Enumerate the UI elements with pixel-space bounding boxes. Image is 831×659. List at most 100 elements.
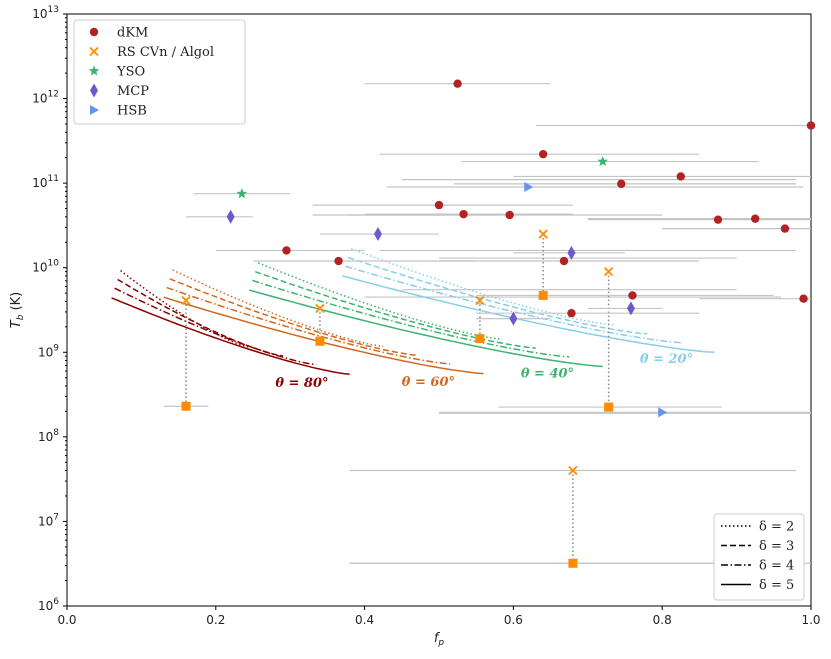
legend-marker-x [89,46,99,57]
point-diamond [567,245,576,260]
theta-label: θ = 20° [640,352,693,367]
theta-curve-delta-5 [249,289,603,368]
line-style-legend-box [713,513,805,601]
derived-square-point [568,558,578,568]
y-tick-exp: 11 [48,174,59,184]
theta-curve-delta-5 [342,275,715,354]
y-tick-label: 1010 [32,259,59,275]
y-tick-base: 10 [32,7,47,21]
x-tick-label: 0.4 [355,613,374,627]
theta-curve-delta-5 [163,296,484,375]
plot-frame [66,13,812,607]
point-x [315,303,325,314]
theta-curve-delta-3 [169,278,417,356]
theta-curve-delta-3 [254,270,536,349]
y-tick-exp: 10 [48,259,60,269]
theta-label: θ = 60° [402,375,455,390]
y-tick-base: 10 [38,514,53,528]
point-x [603,266,614,277]
point-circle [559,256,569,266]
y-tick-exp: 7 [53,512,59,522]
legend-label: δ = 2 [759,520,794,535]
point-x [181,295,191,306]
derived-square-point [604,402,614,412]
y-axis-label-sub: b [16,314,26,320]
y-axis-label: Tb (K) [9,292,26,328]
x-axis-label-main: f [434,631,441,646]
y-tick-label: 108 [38,428,59,444]
x-tick-label: 0.0 [57,613,76,627]
point-circle [505,210,514,220]
y-tick-base: 10 [32,176,47,190]
legend-label: YSO [116,65,145,80]
point-x [568,465,578,476]
x-tick-label: 0.6 [504,613,523,627]
x-axis-label: fp [434,631,445,648]
point-diamond [226,209,235,224]
y-tick-exp: 6 [53,597,59,607]
x-tick-label: 1.0 [801,613,820,627]
y-tick-exp: 13 [48,5,59,15]
y-tick-exp: 9 [53,343,59,353]
point-diamond [373,227,382,242]
theta-delta-curves [111,247,715,375]
y-tick-label: 1012 [32,90,59,106]
point-circle [282,246,291,255]
point-circle [628,291,637,300]
marker-legend: dKM RS CVn / Algol YSO MCP HSB [73,19,246,125]
legend-label: MCP [117,84,149,99]
derived-square-point [315,336,325,346]
y-axis-label-main: T [9,319,24,328]
point-star [597,156,608,167]
derived-square-point [181,401,191,411]
legend-marker-circle [89,27,99,37]
theta-curve-delta-2 [257,262,503,340]
legend-marker-triangle-right [90,105,99,115]
point-circle [751,214,760,223]
theta-curve-delta-4 [345,265,681,344]
theta-label: θ = 40° [521,367,574,382]
point-diamond [626,301,635,316]
legend-label: dKM [117,26,148,41]
y-tick-label: 107 [38,512,59,528]
point-circle [799,294,808,303]
point-circle [617,179,626,189]
point-circle [567,308,576,318]
legend-label: δ = 4 [759,559,794,574]
y-tick-base: 10 [32,92,47,106]
point-star [236,188,248,199]
legend-marker-diamond [90,83,98,98]
point-circle [676,172,685,181]
theta-label: θ = 80° [275,376,328,391]
point-triangle-right [524,182,534,193]
x-tick-label: 0.2 [206,613,225,627]
y-tick-label: 109 [38,343,59,359]
y-tick-label: 106 [38,597,59,613]
theta-curve-delta-5 [111,297,350,375]
legend-label: δ = 5 [759,578,794,593]
y-tick-base: 10 [38,599,53,613]
legend-label: HSB [117,104,147,119]
theta-curve-delta-4 [114,287,317,366]
theta-curve-delta-4 [166,286,451,365]
y-tick-label: 1013 [32,5,59,21]
x-axis-label-sub: p [437,638,444,648]
point-circle [713,215,723,224]
point-circle [334,256,343,266]
legend-label: RS CVn / Algol [117,45,214,60]
marker-legend-box [73,19,246,125]
point-errorbars [163,83,811,564]
point-circle [806,121,816,130]
point-circle [459,209,468,219]
theta-curve-delta-3 [347,256,648,335]
point-x [475,295,485,306]
y-tick-exp: 8 [53,428,59,438]
point-diamond [509,311,518,326]
y-tick-label: 1011 [32,174,59,190]
y-tick-exp: 12 [48,90,59,100]
legend-marker-star [88,65,100,76]
data-points [181,79,816,568]
derived-square-point [475,334,485,344]
point-circle [453,79,462,88]
legend-label: δ = 3 [759,539,794,554]
